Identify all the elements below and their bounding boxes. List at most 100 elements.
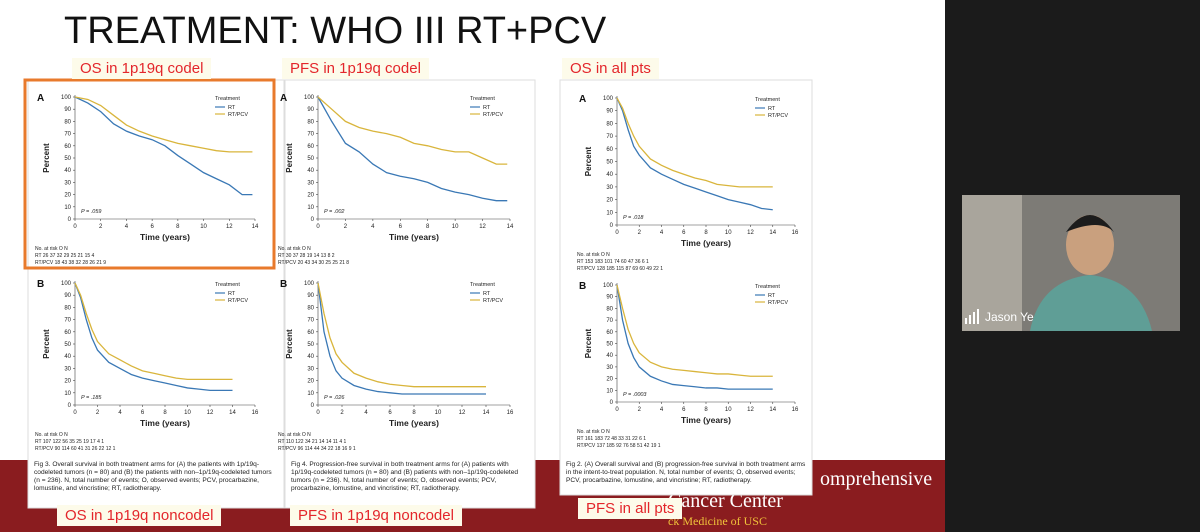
risk-row: RT/PCV 20 43 34 30 25 25 21 8 [278,260,349,266]
y-tick-label: 30 [307,180,314,186]
y-tick-label: 90 [64,293,71,299]
risk-row: RT 26 37 32 29 25 21 15 4 [35,253,95,259]
x-tick-label: 6 [682,230,686,236]
survival-curve [317,96,508,165]
x-tick-label: 12 [207,410,214,416]
slide-title: TREATMENT: WHO III RT+PCV [64,10,607,52]
figure-caption: Fig 2. (A) Overall survival and (B) prog… [562,459,810,493]
x-tick-label: 4 [660,230,664,236]
x-tick-label: 6 [388,410,392,416]
y-tick-label: 0 [68,217,72,223]
x-tick-label: 0 [316,224,320,230]
legend-label: RT [483,105,491,111]
y-tick-label: 10 [64,391,71,397]
risk-header: No. at risk O N [35,246,68,252]
x-tick-label: 14 [769,407,776,413]
y-tick-label: 100 [603,283,614,289]
x-tick-label: 2 [344,224,348,230]
x-tick-label: 8 [163,410,167,416]
risk-row: RT 161 183 72 48 33 31 22 6 1 [577,436,646,442]
risk-row: RT/PCV 96 114 44 34 22 18 16 9 1 [278,446,356,452]
y-tick-label: 30 [606,185,613,191]
y-tick-label: 80 [307,119,314,125]
y-tick-label: 50 [64,156,71,162]
y-tick-label: 60 [307,330,314,336]
x-tick-label: 0 [73,410,77,416]
y-tick-label: 20 [307,379,314,385]
legend-title: Treatment [215,282,240,288]
risk-row: RT 107 122 56 35 25 19 17 4 1 [35,439,104,445]
person-face [1066,215,1114,275]
risk-row: RT/PCV 128 185 115 87 69 60 49 22 1 [577,266,663,272]
y-tick-label: 100 [61,95,72,101]
legend-label: RT/PCV [768,300,788,306]
y-tick-label: 50 [606,160,613,166]
y-tick-label: 0 [68,403,72,409]
figure-caption: Fig 4. Progression-free survival in both… [287,459,533,505]
person-hair [1066,215,1114,232]
risk-row: RT/PCV 90 114 60 41 31 26 22 12 1 [35,446,116,452]
y-tick-label: 60 [64,144,71,150]
risk-row: RT/PCV 137 185 92 76 58 51 42 19 1 [577,443,661,449]
signal-icon [965,318,967,324]
y-tick-label: 20 [64,193,71,199]
y-tick-label: 70 [307,318,314,324]
y-tick-label: 10 [307,205,314,211]
y-axis-label: Percent [584,146,593,176]
risk-header: No. at risk O N [35,432,68,438]
y-tick-label: 70 [64,318,71,324]
x-tick-label: 4 [660,407,664,413]
risk-row: RT 30 37 28 19 14 13 8 2 [278,253,335,259]
slide: omprehensive Cancer Center ck Medicine o… [0,0,945,532]
x-tick-label: 6 [399,224,403,230]
signal-icon [977,309,979,324]
slide-label: PFS in all pts [578,498,683,519]
y-tick-label: 10 [606,388,613,394]
panel-letter: B [579,281,586,292]
y-tick-label: 60 [307,144,314,150]
x-tick-label: 4 [371,224,375,230]
y-tick-label: 90 [64,107,71,113]
x-tick-label: 10 [435,410,442,416]
y-axis-label: Percent [584,328,593,358]
y-tick-label: 60 [64,330,71,336]
survival-curve [616,97,773,188]
y-tick-label: 40 [307,168,314,174]
p-value: P = .018 [623,215,644,221]
y-tick-label: 100 [61,281,72,287]
x-tick-label: 0 [73,224,77,230]
y-tick-label: 30 [606,365,613,371]
y-tick-label: 80 [606,306,613,312]
y-tick-label: 0 [311,217,315,223]
y-tick-label: 30 [64,180,71,186]
panel-letter: A [37,93,44,104]
x-tick-label: 2 [638,407,642,413]
y-tick-label: 70 [307,132,314,138]
y-tick-label: 50 [606,342,613,348]
x-tick-label: 14 [252,224,259,230]
y-tick-label: 10 [64,205,71,211]
x-tick-label: 8 [704,230,708,236]
legend-label: RT/PCV [228,298,248,304]
y-tick-label: 60 [606,147,613,153]
y-tick-label: 50 [307,156,314,162]
x-axis-label: Time (years) [389,418,439,428]
x-tick-label: 2 [638,230,642,236]
person-scrubs [1030,275,1152,331]
video-background [962,195,1180,331]
y-tick-label: 40 [606,353,613,359]
footer-text: omprehensive [820,468,933,490]
y-tick-label: 90 [307,293,314,299]
x-tick-label: 8 [426,224,430,230]
x-tick-label: 10 [452,224,459,230]
y-tick-label: 100 [304,281,315,287]
signal-icon [969,315,971,324]
y-tick-label: 40 [64,354,71,360]
y-tick-label: 10 [606,210,613,216]
y-tick-label: 40 [307,354,314,360]
y-tick-label: 40 [64,168,71,174]
figure-image [284,79,536,509]
risk-header: No. at risk O N [278,246,311,252]
x-tick-label: 0 [316,410,320,416]
